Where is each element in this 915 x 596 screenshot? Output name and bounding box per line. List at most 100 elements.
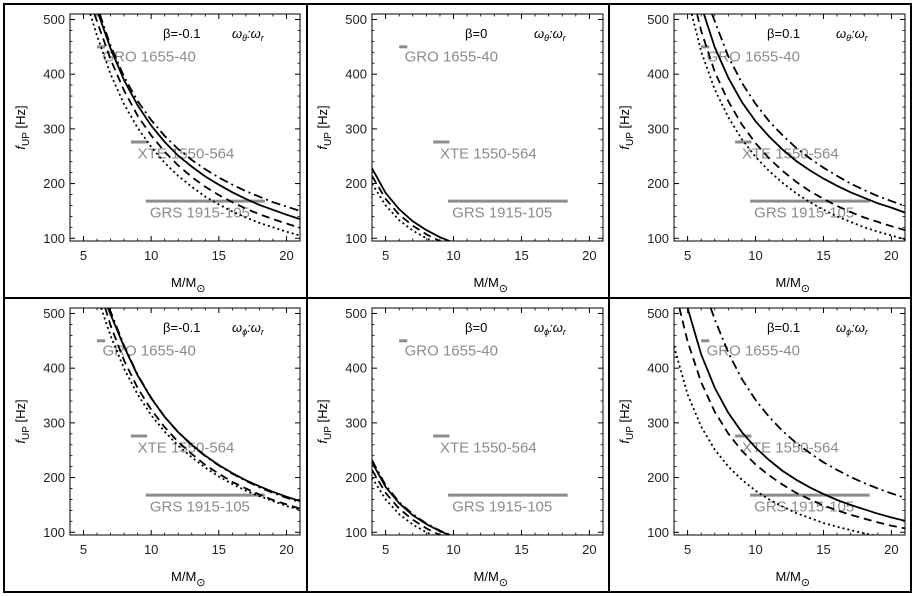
plot-area: GRO 1655-40 XTE 1550-564 GRS 1915-105: [674, 308, 905, 535]
frequency-ratio-label: ωθ:ωr: [232, 26, 265, 43]
beta-label: β=-0.1: [163, 320, 200, 335]
x-axis-label: M/M⊙: [776, 275, 811, 295]
source-label: GRS 1915-105: [150, 205, 250, 222]
y-tick-label: 200: [647, 470, 669, 485]
plot-frame: [69, 13, 301, 242]
x-tick-label: 5: [684, 248, 691, 263]
x-tick-label: 10: [144, 248, 158, 263]
beta-label: β=0: [465, 320, 487, 335]
y-tick-label: 400: [345, 67, 367, 82]
x-tick-label: 5: [80, 542, 87, 557]
plot-area: GRO 1655-40 XTE 1550-564 GRS 1915-105: [372, 339, 568, 535]
y-tick-label: 100: [345, 525, 367, 540]
y-axis-label: fUP [Hz]: [315, 105, 334, 149]
chart-panel-beta-minus0.1-phi: 5 10 15 20 100 200 300 400 500 GRO 1655-40 XTE 155…: [13, 306, 301, 589]
source-label: GRO 1655-40: [405, 343, 498, 360]
y-tick-label: 100: [345, 231, 367, 246]
y-tick-label: 200: [345, 176, 367, 191]
y-tick-label: 100: [43, 231, 65, 246]
plot-area: GRO 1655-40 XTE 1550-564 GRS 1915-105: [372, 45, 568, 241]
x-tick-label: 15: [212, 542, 226, 557]
y-tick-label: 500: [647, 306, 669, 321]
x-tick-label: 10: [748, 248, 762, 263]
x-axis-label: M/M⊙: [171, 275, 206, 295]
y-tick-label: 400: [647, 361, 669, 376]
curve-dashdot: [709, 308, 905, 499]
x-axis-label: M/M⊙: [474, 569, 509, 589]
source-label: GRO 1655-40: [707, 343, 800, 360]
curve-dashed: [372, 469, 443, 535]
curve-dashed: [678, 308, 905, 530]
plot-area: GRO 1655-40 XTE 1550-564 GRS 1915-105: [89, 14, 300, 237]
curve-dashed: [696, 14, 905, 231]
curve-dashed: [104, 308, 300, 510]
x-tick-label: 10: [446, 542, 460, 557]
source-label: GRO 1655-40: [707, 49, 800, 66]
source-label: GRS 1915-105: [452, 499, 552, 516]
y-tick-label: 400: [43, 361, 65, 376]
y-tick-label: 300: [43, 121, 65, 136]
curve-dotted: [372, 183, 435, 241]
y-tick-label: 100: [647, 525, 669, 540]
x-tick-label: 15: [212, 248, 226, 263]
x-axis-label: M/M⊙: [474, 275, 509, 295]
curve-solid: [686, 308, 905, 522]
curve-solid: [107, 308, 300, 502]
source-label: XTE 1550-564: [440, 145, 537, 162]
y-tick-label: 500: [43, 12, 65, 27]
y-axis-label: fUP [Hz]: [617, 105, 636, 149]
y-tick-label: 300: [345, 121, 367, 136]
y-tick-label: 500: [345, 12, 367, 27]
x-tick-label: 10: [748, 542, 762, 557]
source-label: GRS 1915-105: [150, 499, 250, 516]
x-tick-label: 20: [279, 248, 293, 263]
chart-panel-beta-0-theta: 5 10 15 20 100 200 300 400 500 GRO 1655-40 XTE 155…: [315, 12, 604, 295]
source-label: XTE 1550-564: [742, 145, 839, 162]
y-tick-label: 200: [43, 470, 65, 485]
curve-dashed: [93, 14, 300, 229]
source-label: GRO 1655-40: [102, 343, 195, 360]
y-axis-label: fUP [Hz]: [13, 105, 32, 149]
x-tick-label: 20: [884, 248, 898, 263]
source-label: XTE 1550-564: [138, 145, 235, 162]
curve-solid: [372, 167, 452, 241]
x-tick-label: 20: [582, 248, 596, 263]
beta-label: β=0.1: [767, 320, 800, 335]
plot-frame: [371, 13, 604, 242]
curve-dashdot: [711, 14, 905, 207]
curve-solid: [703, 14, 905, 214]
plot-frame: [673, 13, 906, 242]
curve-dotted: [89, 14, 300, 237]
x-tick-label: 5: [382, 248, 389, 263]
x-tick-label: 5: [684, 542, 691, 557]
y-tick-label: 100: [647, 231, 669, 246]
curve-dashdot: [98, 14, 300, 212]
x-axis-label: M/M⊙: [171, 569, 206, 589]
source-label: GRO 1655-40: [405, 49, 498, 66]
y-tick-label: 300: [43, 415, 65, 430]
source-label: GRS 1915-105: [754, 499, 854, 516]
frequency-ratio-label: ωϕ:ωr: [232, 320, 265, 337]
beta-label: β=-0.1: [163, 26, 200, 41]
frequency-ratio-label: ωθ:ωr: [836, 26, 869, 43]
y-axis-label: fUP [Hz]: [315, 399, 334, 443]
beta-label: β=0.1: [767, 26, 800, 41]
plot-area: GRO 1655-40 XTE 1550-564 GRS 1915-105: [690, 14, 905, 241]
chart-panel-beta-0-phi: 5 10 15 20 100 200 300 400 500 GRO 1655-40 XTE 155…: [315, 306, 604, 589]
y-tick-label: 500: [345, 306, 367, 321]
source-label: GRO 1655-40: [102, 49, 195, 66]
x-tick-label: 20: [582, 542, 596, 557]
curve-solid: [372, 461, 452, 535]
curve-dotted: [100, 308, 300, 511]
source-label: XTE 1550-564: [742, 439, 839, 456]
x-tick-label: 5: [80, 248, 87, 263]
y-tick-label: 400: [345, 361, 367, 376]
y-axis-label: fUP [Hz]: [617, 399, 636, 443]
source-label: XTE 1550-564: [440, 439, 537, 456]
x-tick-label: 15: [514, 542, 528, 557]
frequency-ratio-label: ωϕ:ωr: [534, 320, 567, 337]
y-axis-label: fUP [Hz]: [13, 399, 32, 443]
frequency-ratio-label: ωϕ:ωr: [836, 320, 869, 337]
curve-dotted: [372, 477, 435, 535]
